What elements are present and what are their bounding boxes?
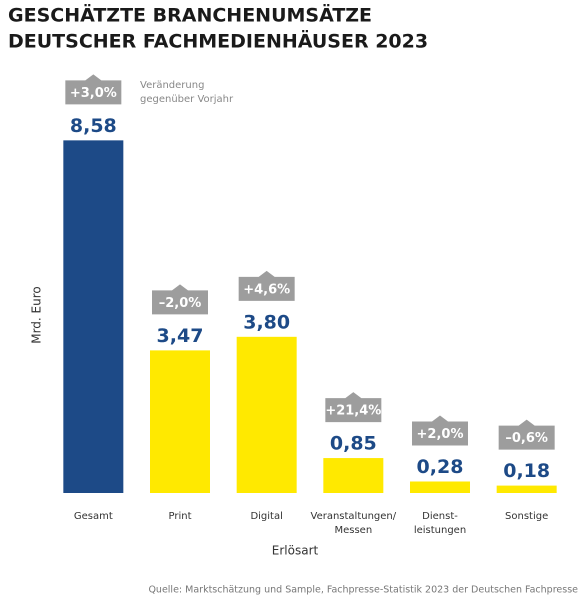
x-tick-label: Digital	[250, 511, 283, 522]
change-badge	[325, 392, 382, 423]
change-badge	[65, 74, 122, 105]
value-label: 3,80	[243, 311, 290, 333]
change-badge	[498, 419, 555, 450]
change-label: +21,4%	[325, 404, 381, 419]
value-label: 0,18	[503, 460, 550, 482]
change-badge	[152, 284, 208, 315]
change-label: +3,0%	[70, 86, 117, 101]
bar	[63, 140, 124, 493]
x-tick-label: Sonstige	[505, 511, 549, 522]
change-badge	[238, 270, 295, 301]
x-axis-label: Erlösart	[272, 544, 319, 558]
value-label: 8,58	[70, 115, 117, 137]
chart-title: GESCHÄTZTE BRANCHENUMSÄTZE	[8, 3, 372, 27]
x-tick-label: Dienst- leistungen	[413, 511, 467, 536]
chart-title: DEUTSCHER FACHMEDIENHÄUSER 2023	[8, 29, 428, 53]
change-badge	[412, 415, 468, 446]
value-label: 3,47	[157, 325, 204, 347]
bar	[236, 336, 297, 493]
change-label: +2,0%	[417, 427, 464, 442]
change-label: –0,6%	[505, 431, 548, 446]
x-tick-label: Print	[168, 511, 192, 522]
x-tick-label: Veranstaltungen/ Messen	[310, 511, 397, 536]
value-label: 0,28	[417, 456, 464, 478]
annotation: gegenüber Vorjahr	[140, 94, 234, 105]
change-label: –2,0%	[159, 296, 202, 311]
change-label: +4,6%	[243, 282, 290, 297]
x-tick-label: Gesamt	[73, 511, 113, 522]
y-axis-label: Mrd. Euro	[30, 286, 44, 344]
annotation: Veränderung	[140, 80, 204, 91]
bar	[496, 485, 557, 493]
bar	[150, 350, 210, 493]
value-label: 0,85	[330, 433, 377, 455]
bar	[323, 458, 384, 493]
source: Quelle: Marktschätzung und Sample, Fachp…	[148, 585, 578, 596]
bar	[410, 481, 470, 493]
